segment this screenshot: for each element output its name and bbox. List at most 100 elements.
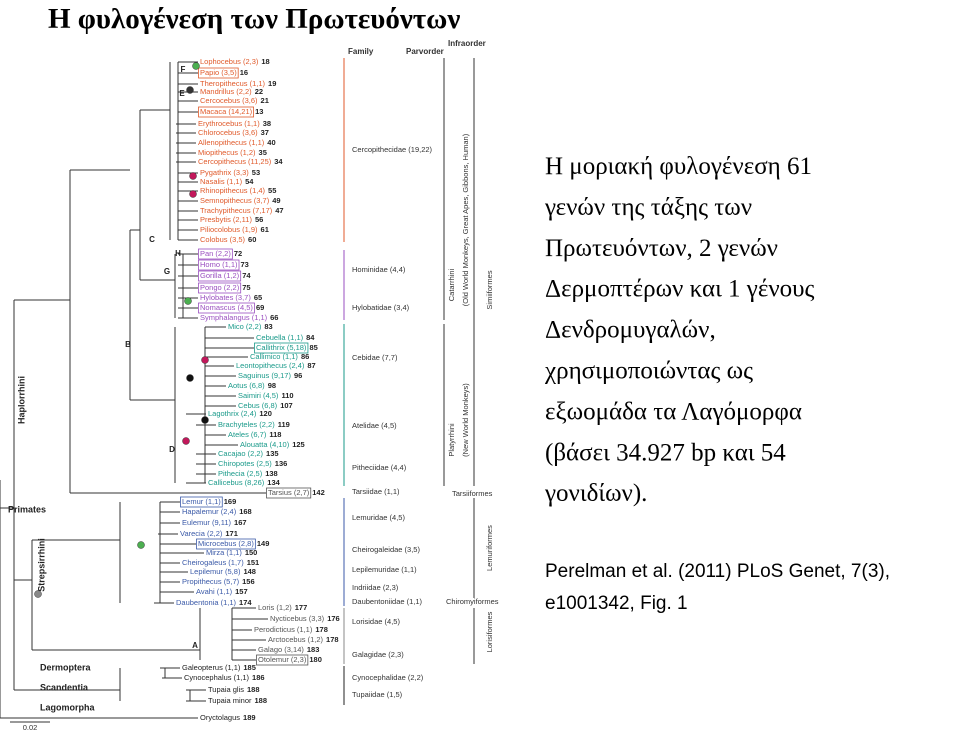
scale-label: 0.02 bbox=[23, 723, 38, 731]
taxon-label: Propithecus (5,7) bbox=[182, 577, 240, 586]
family-label: Tarsiidae (1,1) bbox=[352, 487, 400, 496]
taxon-label: Theropithecus (1,1) bbox=[200, 79, 266, 88]
node-marker bbox=[186, 374, 194, 382]
taxon-number: 37 bbox=[261, 128, 269, 137]
node-marker bbox=[189, 172, 197, 180]
taxon-label: Galago (3,14) bbox=[258, 645, 304, 654]
taxon-label: Saimiri (4,5) bbox=[238, 391, 279, 400]
taxon-number: 183 bbox=[307, 645, 320, 654]
taxon-number: 85 bbox=[309, 343, 317, 352]
taxon-label: Microcebus (2,8) bbox=[198, 539, 254, 548]
taxon-number: 169 bbox=[224, 497, 237, 506]
taxon-label: Leontopithecus (2,4) bbox=[236, 361, 305, 370]
taxon-label: Symphalangus (1,1) bbox=[200, 313, 268, 322]
taxon-number: 189 bbox=[243, 713, 256, 722]
label-box bbox=[180, 496, 223, 508]
taxon-label: Mandrillus (2,2) bbox=[200, 87, 252, 96]
taxon-number: 142 bbox=[312, 488, 325, 497]
taxon-number: 151 bbox=[247, 558, 260, 567]
taxon-label: Nomascus (4,5) bbox=[200, 303, 253, 312]
taxon-label: Colobus (3,5) bbox=[200, 235, 246, 244]
taxon-label: Chlorocebus (3,6) bbox=[198, 128, 258, 137]
node-marker bbox=[184, 297, 192, 305]
label-box bbox=[198, 248, 233, 260]
clade-label: Haplorrhini bbox=[16, 376, 26, 424]
node-marker bbox=[34, 590, 42, 598]
taxon-number: 107 bbox=[280, 401, 293, 410]
taxon-label: Oryctolagus bbox=[200, 713, 240, 722]
taxon-label: Callicebus (8,26) bbox=[208, 478, 265, 487]
taxon-label: Nasalis (1,1) bbox=[200, 177, 243, 186]
taxon-label: Lepilemur (5,8) bbox=[190, 567, 241, 576]
taxon-label: Avahi (1,1) bbox=[196, 587, 233, 596]
node-marker bbox=[201, 416, 209, 424]
taxon-label: Pithecia (2,5) bbox=[218, 469, 263, 478]
family-label: Lemuridae (4,5) bbox=[352, 513, 405, 522]
taxon-number: 176 bbox=[327, 614, 340, 623]
taxon-number: 149 bbox=[257, 539, 270, 548]
taxon-number: 136 bbox=[275, 459, 288, 468]
description-line: γονιδίων). bbox=[544, 480, 647, 507]
node-letter: D bbox=[169, 445, 175, 454]
taxon-label: Trachypithecus (7,17) bbox=[200, 206, 273, 215]
taxon-label: Callimico (1,1) bbox=[250, 352, 298, 361]
taxon-number: 180 bbox=[309, 655, 322, 664]
taxon-number: 174 bbox=[239, 598, 252, 607]
taxon-number: 87 bbox=[307, 361, 315, 370]
taxon-label: Allenopithecus (1,1) bbox=[198, 138, 265, 147]
taxon-label: Cercopithecus (11,25) bbox=[198, 157, 272, 166]
taxon-number: 135 bbox=[266, 449, 279, 458]
taxon-number: 49 bbox=[272, 196, 280, 205]
infraorder-label: Chiromyiformes bbox=[446, 597, 499, 606]
taxon-number: 134 bbox=[267, 478, 280, 487]
node-letter: H bbox=[175, 249, 181, 258]
taxon-number: 188 bbox=[247, 685, 260, 694]
column-header: Infraorder bbox=[448, 39, 486, 48]
taxon-number: 13 bbox=[255, 107, 263, 116]
taxon-label: Aotus (6,8) bbox=[228, 381, 265, 390]
taxon-number: 53 bbox=[252, 168, 260, 177]
taxon-label: Hylobates (3,7) bbox=[200, 293, 251, 302]
taxon-number: 35 bbox=[259, 148, 267, 157]
taxon-number: 178 bbox=[315, 625, 328, 634]
node-marker bbox=[189, 190, 197, 198]
taxon-number: 156 bbox=[242, 577, 255, 586]
parvorder-label: (New World Monkeys) bbox=[461, 383, 470, 457]
description-line: Δερμοπτέρων και 1 γένους bbox=[545, 276, 815, 303]
citation-line: Perelman et al. (2011) PLoS Genet, 7(3), bbox=[545, 561, 890, 582]
taxon-number: 69 bbox=[256, 303, 264, 312]
family-label: Cynocephalidae (2,2) bbox=[352, 673, 424, 682]
taxon-label: Loris (1,2) bbox=[258, 603, 292, 612]
family-label: Daubentoniidae (1,1) bbox=[352, 597, 423, 606]
taxon-number: 119 bbox=[278, 420, 290, 429]
taxon-label: Galeopterus (1,1) bbox=[182, 663, 241, 672]
infraorder-label: Simiiformes bbox=[485, 270, 494, 309]
taxon-label: Piliocolobus (1,9) bbox=[200, 225, 258, 234]
taxon-number: 84 bbox=[306, 333, 315, 342]
node-letter: F bbox=[181, 65, 186, 74]
taxon-label: Varecia (2,2) bbox=[180, 529, 223, 538]
taxon-number: 54 bbox=[245, 177, 254, 186]
node-letter: A bbox=[192, 641, 198, 650]
taxon-number: 186 bbox=[252, 673, 265, 682]
taxon-number: 47 bbox=[275, 206, 283, 215]
phylogeny-figure bbox=[0, 58, 475, 723]
taxon-label: Cercocebus (3,6) bbox=[200, 96, 258, 105]
label-box bbox=[196, 538, 256, 550]
infraorder-label: Tarsiiformes bbox=[452, 489, 493, 498]
taxon-number: 96 bbox=[294, 371, 302, 380]
taxon-label: Brachyteles (2,2) bbox=[218, 420, 275, 429]
taxon-number: 138 bbox=[265, 469, 278, 478]
label-box bbox=[198, 270, 242, 282]
label-box bbox=[198, 282, 242, 294]
family-label: Lorisidae (4,5) bbox=[352, 617, 400, 626]
node-marker bbox=[137, 541, 145, 549]
taxon-number: 185 bbox=[243, 663, 256, 672]
taxon-label: Tarsius (2,7) bbox=[268, 488, 310, 497]
taxon-label: Cebus (6,8) bbox=[238, 401, 278, 410]
taxon-number: 171 bbox=[225, 529, 238, 538]
taxon-number: 75 bbox=[242, 283, 250, 292]
taxon-number: 66 bbox=[270, 313, 278, 322]
taxon-label: Homo (1,1) bbox=[200, 260, 238, 269]
taxon-number: 22 bbox=[255, 87, 263, 96]
